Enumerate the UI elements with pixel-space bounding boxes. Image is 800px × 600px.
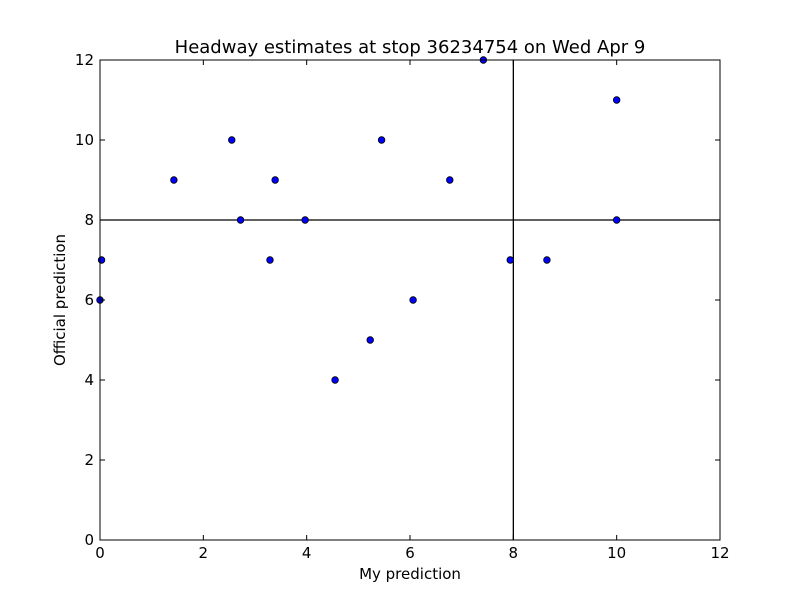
- data-point: [612, 96, 621, 104]
- x-tick-label: 12: [710, 544, 729, 562]
- data-point: [228, 136, 236, 144]
- y-tick-label: 2: [84, 451, 94, 469]
- data-point: [170, 176, 178, 184]
- data-point: [446, 176, 454, 184]
- data-point: [612, 216, 621, 224]
- chart-title: Headway estimates at stop 36234754 on We…: [175, 37, 646, 58]
- x-tick-label: 4: [302, 544, 312, 562]
- x-tick-labels: 0 2 4 6 8 10 12: [95, 544, 729, 562]
- y-tick-label: 12: [75, 51, 94, 69]
- y-tick-label: 10: [75, 131, 94, 149]
- data-point: [543, 256, 551, 264]
- data-point: [331, 376, 339, 384]
- data-point: [236, 216, 245, 224]
- y-tick-labels: 0 2 4 6 8 10 12: [75, 51, 94, 549]
- x-tick-label: 8: [509, 544, 519, 562]
- data-points: [96, 56, 621, 384]
- x-tick-label: 2: [199, 544, 209, 562]
- x-tick-label: 10: [607, 544, 626, 562]
- y-axis-label: Official prediction: [51, 234, 69, 366]
- x-tick-label: 6: [405, 544, 415, 562]
- data-point: [97, 256, 106, 264]
- data-point: [377, 136, 386, 144]
- x-tick-label: 0: [95, 544, 105, 562]
- data-point: [301, 216, 309, 224]
- y-tick-label: 8: [84, 211, 94, 229]
- data-point: [271, 176, 279, 184]
- data-point: [266, 256, 274, 264]
- data-point: [506, 256, 514, 264]
- axis-ticks: [99, 59, 721, 541]
- data-point: [366, 336, 374, 344]
- y-tick-label: 0: [84, 531, 94, 549]
- data-point: [409, 296, 417, 304]
- y-tick-label: 6: [84, 291, 94, 309]
- y-tick-label: 4: [84, 371, 94, 389]
- x-axis-label: My prediction: [359, 565, 461, 583]
